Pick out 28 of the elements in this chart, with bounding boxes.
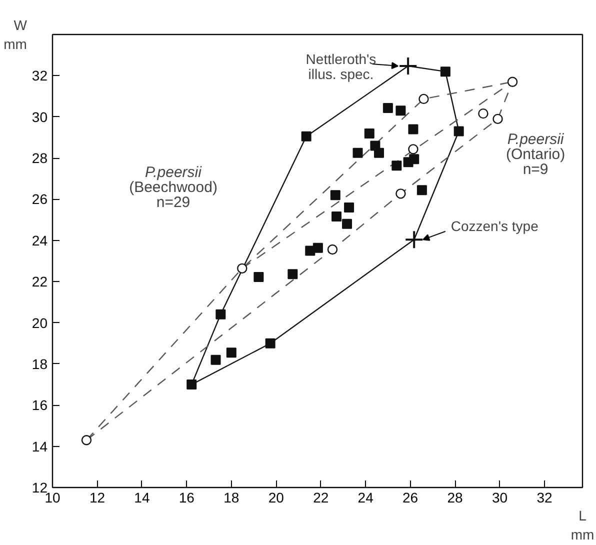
y-tick-label: 20: [32, 314, 48, 331]
annotation: P.peersii (Beechwood) n=29: [129, 164, 218, 211]
x-tick-label: 18: [224, 490, 240, 506]
x-tick-label: 30: [492, 490, 508, 506]
annotation: P.peersii (Ontario) n=9: [506, 131, 566, 178]
y-tick-label: 30: [32, 108, 48, 125]
x-tick-label: 28: [447, 490, 464, 506]
y-tick-label: 32: [32, 68, 48, 84]
x-tick-label: 26: [402, 490, 418, 506]
y-tick-label: 16: [32, 397, 48, 414]
x-axis-title: L mm: [570, 508, 594, 543]
x-tick-label: 14: [134, 490, 150, 506]
annotation: Cozzen's type: [450, 218, 539, 234]
x-tick-label: 20: [268, 490, 284, 506]
x-tick-label: 32: [536, 490, 552, 506]
y-tick-label: 26: [32, 191, 48, 208]
y-axis-title: W mm: [4, 16, 28, 52]
x-tick-label: 12: [89, 490, 106, 506]
y-tick-label: 24: [32, 232, 48, 248]
y-tick-label: 18: [32, 356, 48, 372]
y-tick-label: 28: [32, 150, 48, 166]
annotation: Nettleroth's illus. spec.: [306, 50, 376, 82]
y-tick-label: 14: [32, 438, 48, 454]
x-tick-label: 10: [44, 490, 60, 506]
x-tick-label: 22: [313, 490, 329, 506]
x-tick-label: 24: [358, 490, 374, 506]
x-tick-label: 16: [178, 490, 195, 506]
y-tick-label: 22: [32, 274, 48, 290]
